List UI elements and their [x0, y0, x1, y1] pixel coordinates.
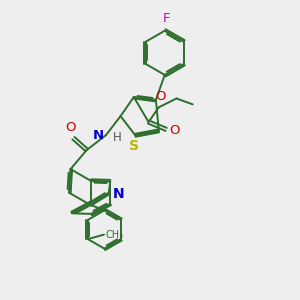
Text: O: O	[155, 90, 166, 103]
Text: S: S	[129, 139, 139, 153]
Text: O: O	[170, 124, 180, 137]
Text: H: H	[113, 131, 122, 144]
Text: O: O	[65, 121, 76, 134]
Text: N: N	[112, 187, 124, 201]
Text: CH₃: CH₃	[106, 230, 124, 240]
Text: F: F	[162, 12, 170, 26]
Text: N: N	[93, 129, 104, 142]
